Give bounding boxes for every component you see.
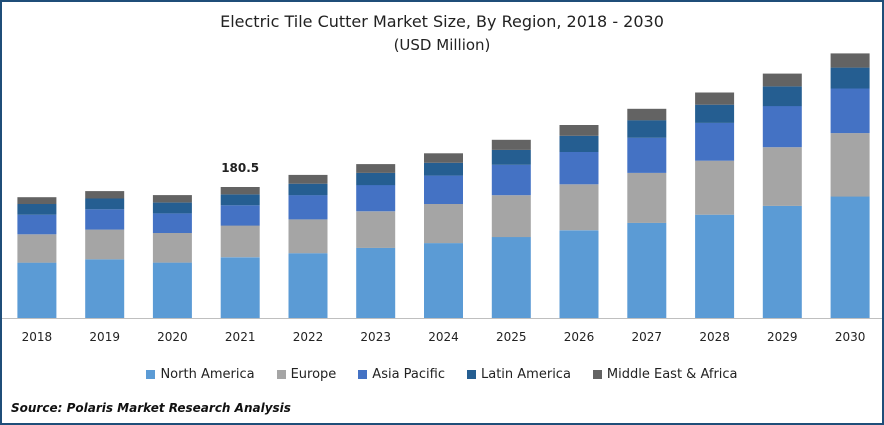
legend-swatch-latin-america — [467, 370, 476, 379]
bar-segment-asia-pacific-2023 — [356, 185, 396, 212]
bar-segment-asia-pacific-2029 — [762, 106, 802, 148]
x-tick-label-2019: 2019 — [89, 330, 120, 344]
legend-label-north-america: North America — [160, 367, 255, 382]
bar-segment-europe-2027 — [627, 172, 667, 223]
x-tick-label-2025: 2025 — [496, 330, 527, 344]
bar-segment-europe-2020 — [152, 232, 192, 263]
bar-segment-asia-pacific-2025 — [491, 164, 531, 196]
x-tick-label-2026: 2026 — [564, 330, 595, 344]
bar-segment-middle-east-africa-2018 — [17, 197, 57, 204]
bar-segment-middle-east-africa-2019 — [85, 191, 125, 199]
x-tick-label-2021: 2021 — [225, 330, 256, 344]
bar-segment-europe-2026 — [559, 184, 599, 231]
legend-swatch-europe — [276, 370, 286, 379]
bar-segment-latin-america-2026 — [559, 135, 599, 152]
legend-label-latin-america: Latin America — [481, 367, 571, 382]
bar-segment-north-america-2020 — [152, 262, 192, 318]
chart-subtitle: (USD Million) — [393, 36, 491, 54]
bar-segment-middle-east-africa-2029 — [762, 73, 802, 87]
legend-swatch-middle-east-africa — [592, 370, 602, 379]
bar-segment-asia-pacific-2018 — [17, 214, 57, 235]
bar-segment-middle-east-africa-2022 — [288, 174, 328, 184]
bar-segment-europe-2018 — [17, 234, 57, 263]
bar-segment-latin-america-2019 — [85, 198, 125, 210]
bar-segment-north-america-2029 — [762, 205, 802, 318]
legend-label-asia-pacific: Asia Pacific — [372, 367, 445, 382]
bar-segment-north-america-2022 — [288, 253, 328, 318]
bar-segment-north-america-2019 — [85, 259, 125, 318]
bar-segment-north-america-2023 — [356, 247, 396, 318]
bar-segment-asia-pacific-2024 — [424, 175, 463, 204]
chart-legend: North America Europe Asia Pacific Latin … — [0, 367, 884, 382]
bar-segment-north-america-2027 — [627, 222, 667, 318]
bar-segment-middle-east-africa-2030 — [830, 53, 870, 68]
bar-segment-north-america-2021 — [220, 257, 260, 319]
x-tick-label-2030: 2030 — [835, 330, 866, 344]
bar-segment-middle-east-africa-2025 — [491, 139, 531, 150]
bar-segment-latin-america-2018 — [17, 203, 57, 215]
x-tick-label-2024: 2024 — [428, 330, 459, 344]
bar-segment-latin-america-2020 — [152, 202, 192, 214]
bar-segment-europe-2023 — [356, 211, 396, 248]
bar-segment-europe-2024 — [424, 203, 463, 244]
bar-segment-latin-america-2021 — [220, 194, 260, 206]
bar-segment-latin-america-2024 — [424, 162, 463, 176]
bar-segment-middle-east-africa-2024 — [424, 153, 463, 163]
x-tick-label-2027: 2027 — [632, 330, 663, 344]
legend-item-latin-america: Latin America — [467, 367, 571, 382]
bar-segment-north-america-2026 — [559, 230, 599, 319]
bar-segment-north-america-2024 — [424, 243, 463, 318]
source-note: Source: Polaris Market Research Analysis — [11, 401, 291, 415]
bar-segment-middle-east-africa-2021 — [220, 187, 260, 195]
bar-segment-asia-pacific-2020 — [152, 213, 192, 233]
bar-segment-europe-2022 — [288, 219, 328, 254]
x-tick-label-2018: 2018 — [22, 330, 53, 344]
bar-segment-north-america-2025 — [491, 237, 531, 318]
bar-segment-latin-america-2028 — [695, 104, 735, 123]
bar-segment-asia-pacific-2028 — [695, 122, 735, 161]
bar-segment-north-america-2028 — [695, 214, 735, 318]
legend-item-asia-pacific: Asia Pacific — [358, 367, 445, 382]
legend-swatch-asia-pacific — [358, 370, 368, 379]
data-label-2021: 180.5 — [221, 161, 259, 175]
bar-segment-asia-pacific-2030 — [830, 88, 870, 134]
x-tick-label-2028: 2028 — [699, 330, 730, 344]
legend-label-middle-east-africa: Middle East & Africa — [606, 367, 738, 382]
bar-segment-middle-east-africa-2027 — [627, 108, 667, 121]
bar-segment-latin-america-2030 — [830, 67, 870, 89]
legend-item-europe: Europe — [276, 367, 337, 382]
bar-segment-latin-america-2025 — [491, 149, 531, 165]
bar-segment-europe-2030 — [830, 133, 870, 197]
bar-segment-middle-east-africa-2026 — [559, 125, 599, 136]
bar-segment-asia-pacific-2022 — [288, 195, 328, 220]
x-tick-label-2022: 2022 — [293, 330, 324, 344]
bar-segment-latin-america-2027 — [627, 120, 667, 138]
x-tick-label-2020: 2020 — [157, 330, 188, 344]
x-tick-label-2023: 2023 — [360, 330, 391, 344]
bar-segment-middle-east-africa-2020 — [152, 195, 192, 203]
bar-segment-europe-2019 — [85, 229, 125, 260]
bar-segment-north-america-2018 — [17, 262, 57, 318]
bar-segment-asia-pacific-2021 — [220, 205, 260, 226]
bar-segment-asia-pacific-2027 — [627, 137, 667, 173]
bar-segment-europe-2029 — [762, 147, 802, 206]
chart-title: Electric Tile Cutter Market Size, By Reg… — [220, 12, 664, 31]
bar-segment-asia-pacific-2019 — [85, 209, 125, 230]
x-tick-label-2029: 2029 — [767, 330, 798, 344]
bar-segment-europe-2028 — [695, 160, 735, 215]
bar-segment-north-america-2030 — [830, 196, 870, 318]
bar-segment-middle-east-africa-2023 — [356, 164, 396, 173]
legend-label-europe: Europe — [290, 367, 337, 382]
bar-segment-europe-2025 — [491, 195, 531, 238]
bar-segment-latin-america-2029 — [762, 86, 802, 107]
legend-item-middle-east-africa: Middle East & Africa — [592, 367, 738, 382]
bar-segment-europe-2021 — [220, 225, 260, 258]
legend-item-north-america: North America — [146, 367, 255, 382]
bar-segment-asia-pacific-2026 — [559, 151, 599, 185]
bar-segment-middle-east-africa-2028 — [695, 92, 735, 105]
legend-swatch-north-america — [146, 370, 156, 379]
bar-segment-latin-america-2023 — [356, 172, 396, 186]
bar-segment-latin-america-2022 — [288, 183, 328, 196]
